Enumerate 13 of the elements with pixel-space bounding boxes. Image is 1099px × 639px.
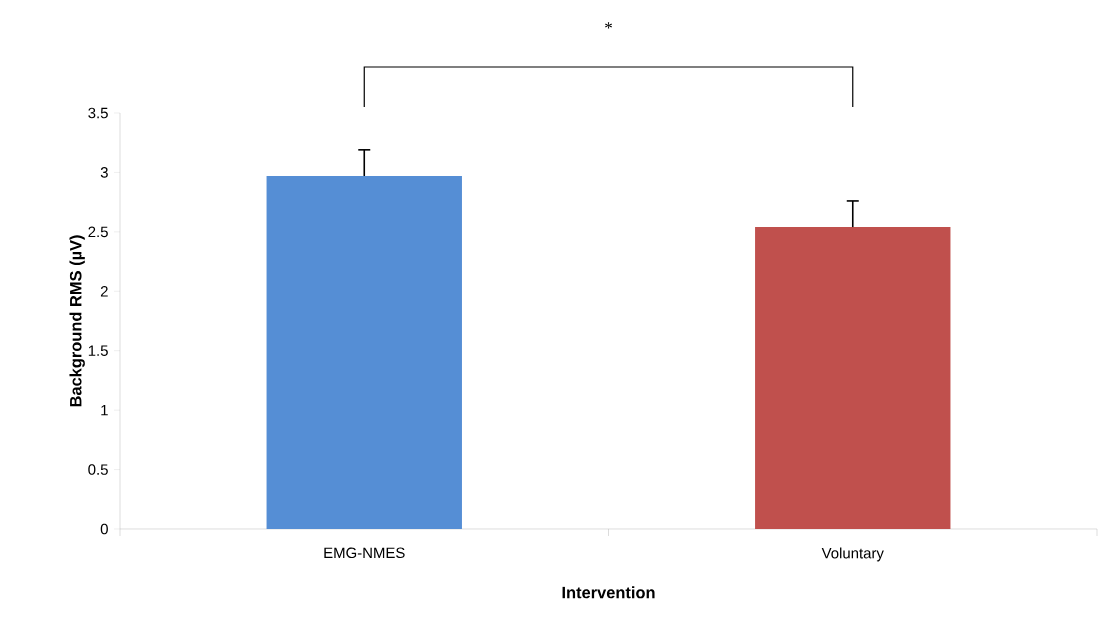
x-axis-title: Intervention bbox=[562, 586, 655, 599]
x-tick-label: Voluntary bbox=[821, 547, 884, 562]
y-tick-label: 2.5 bbox=[88, 226, 108, 238]
x-tick-label: EMG-NMES bbox=[324, 547, 405, 559]
y-tick-label: 0.5 bbox=[88, 464, 108, 475]
y-axis-title: Background RMS (µV) bbox=[69, 235, 85, 407]
text: * bbox=[605, 22, 612, 29]
y-tick-label: 2 bbox=[100, 286, 108, 297]
y-tick-label: 1 bbox=[101, 404, 108, 416]
y-tick-label: 3.5 bbox=[88, 107, 108, 119]
y-tick-label: 0 bbox=[100, 523, 108, 535]
y-tick-label: 1.5 bbox=[88, 345, 108, 356]
y-tick-label: 3 bbox=[100, 167, 108, 178]
